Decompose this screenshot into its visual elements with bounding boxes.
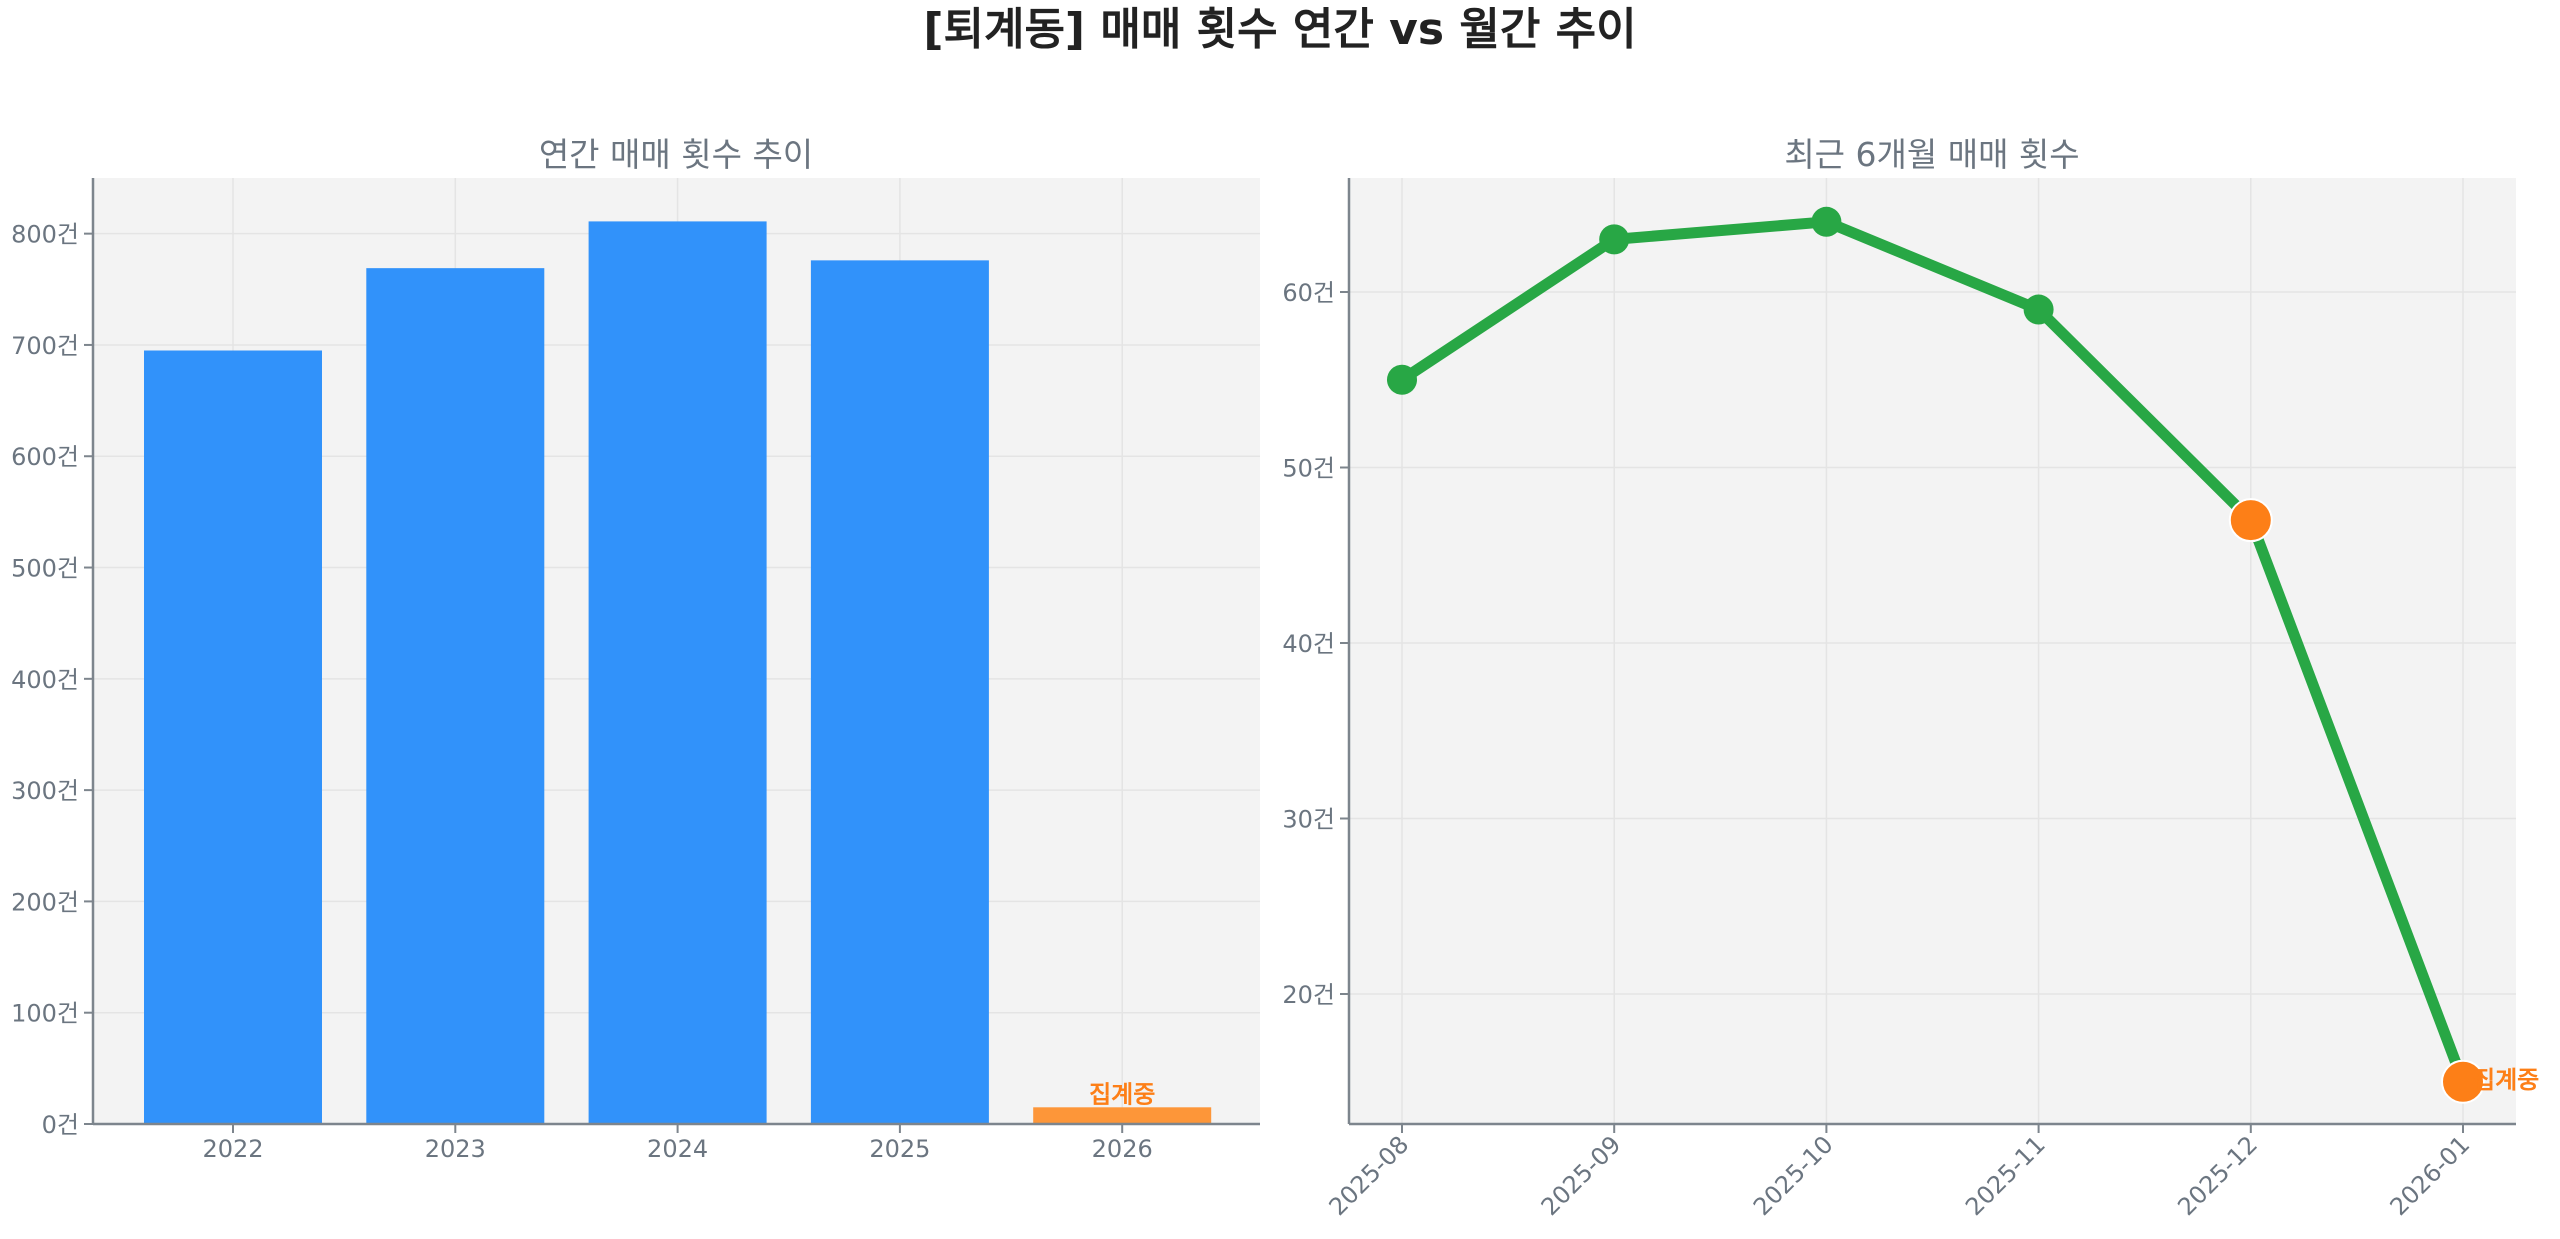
y-tick-label: 400건 — [11, 666, 79, 694]
y-tick-label: 200건 — [11, 888, 79, 916]
x-tick-label: 2025-12 — [2172, 1130, 2263, 1221]
data-point-2025-11 — [2023, 294, 2054, 325]
bar-2023 — [366, 268, 545, 1125]
highlight-point-2026-01 — [2441, 1059, 2485, 1104]
in-progress-label: 집계중 — [2473, 1066, 2539, 1094]
x-tick-label: 2025 — [869, 1135, 930, 1163]
x-tick-label: 2025-08 — [1324, 1130, 1415, 1221]
y-tick-label: 0건 — [42, 1111, 79, 1139]
monthly-plot-area — [1349, 178, 2516, 1124]
bar-2022 — [144, 350, 322, 1125]
bar-2025 — [810, 260, 989, 1124]
monthly-chart-title: 최근 6개월 매매 횟수 — [1784, 135, 2079, 174]
annual-chart-title: 연간 매매 횟수 추이 — [539, 135, 813, 174]
x-tick-label: 2023 — [425, 1135, 486, 1163]
x-tick-label: 2026-01 — [2385, 1130, 2476, 1221]
data-point-2025-08 — [1387, 364, 1417, 395]
data-point-2025-09 — [1599, 224, 1630, 255]
y-tick-label: 800건 — [11, 221, 79, 249]
data-point-2025-10 — [1811, 206, 1842, 237]
bar-2026 — [1033, 1107, 1212, 1124]
x-tick-label: 2025-10 — [1748, 1130, 1839, 1221]
y-tick-label: 50건 — [1282, 455, 1335, 483]
monthly-line-series — [1387, 206, 2485, 1104]
monthly-trend-line — [1396, 216, 2469, 1088]
x-tick-label: 2025-09 — [1536, 1130, 1627, 1221]
annual-bar-chart: 연간 매매 횟수 추이 집계중 0건 100건 200건 300건 400건 500건 60… — [11, 135, 1260, 1163]
y-tick-label: 60건 — [1282, 279, 1335, 307]
annual-bars — [144, 221, 1212, 1125]
y-tick-label: 100건 — [11, 1000, 79, 1028]
monthly-line-chart: 최근 6개월 매매 횟수 집계중 20건 30건 40건 50건 60건 2025-08 2… — [1282, 135, 2539, 1221]
y-tick-label: 20건 — [1282, 981, 1335, 1009]
bar-2024 — [588, 221, 767, 1124]
monthly-annotations: 집계중 — [2473, 1066, 2539, 1094]
annual-annotations: 집계중 — [1089, 1080, 1155, 1108]
y-tick-label: 30건 — [1282, 806, 1335, 834]
x-tick-label: 2022 — [202, 1135, 263, 1163]
y-tick-label: 600건 — [11, 443, 79, 471]
y-tick-label: 500건 — [11, 555, 79, 583]
in-progress-label: 집계중 — [1089, 1080, 1155, 1108]
figure-title: [퇴계동] 매매 횟수 연간 vs 월간 추이 — [923, 4, 1636, 55]
y-tick-label: 700건 — [11, 332, 79, 360]
x-tick-label: 2024 — [647, 1135, 708, 1163]
x-tick-label: 2025-11 — [1960, 1130, 2051, 1221]
y-tick-label: 300건 — [11, 777, 79, 805]
highlight-point-2025-12 — [2228, 498, 2273, 543]
monthly-gridlines — [1349, 178, 2516, 1124]
annual-axes: 0건 100건 200건 300건 400건 500건 600건 700건 800건 2022 20… — [11, 178, 1260, 1163]
y-tick-label: 40건 — [1282, 630, 1335, 658]
x-tick-label: 2026 — [1092, 1135, 1153, 1163]
